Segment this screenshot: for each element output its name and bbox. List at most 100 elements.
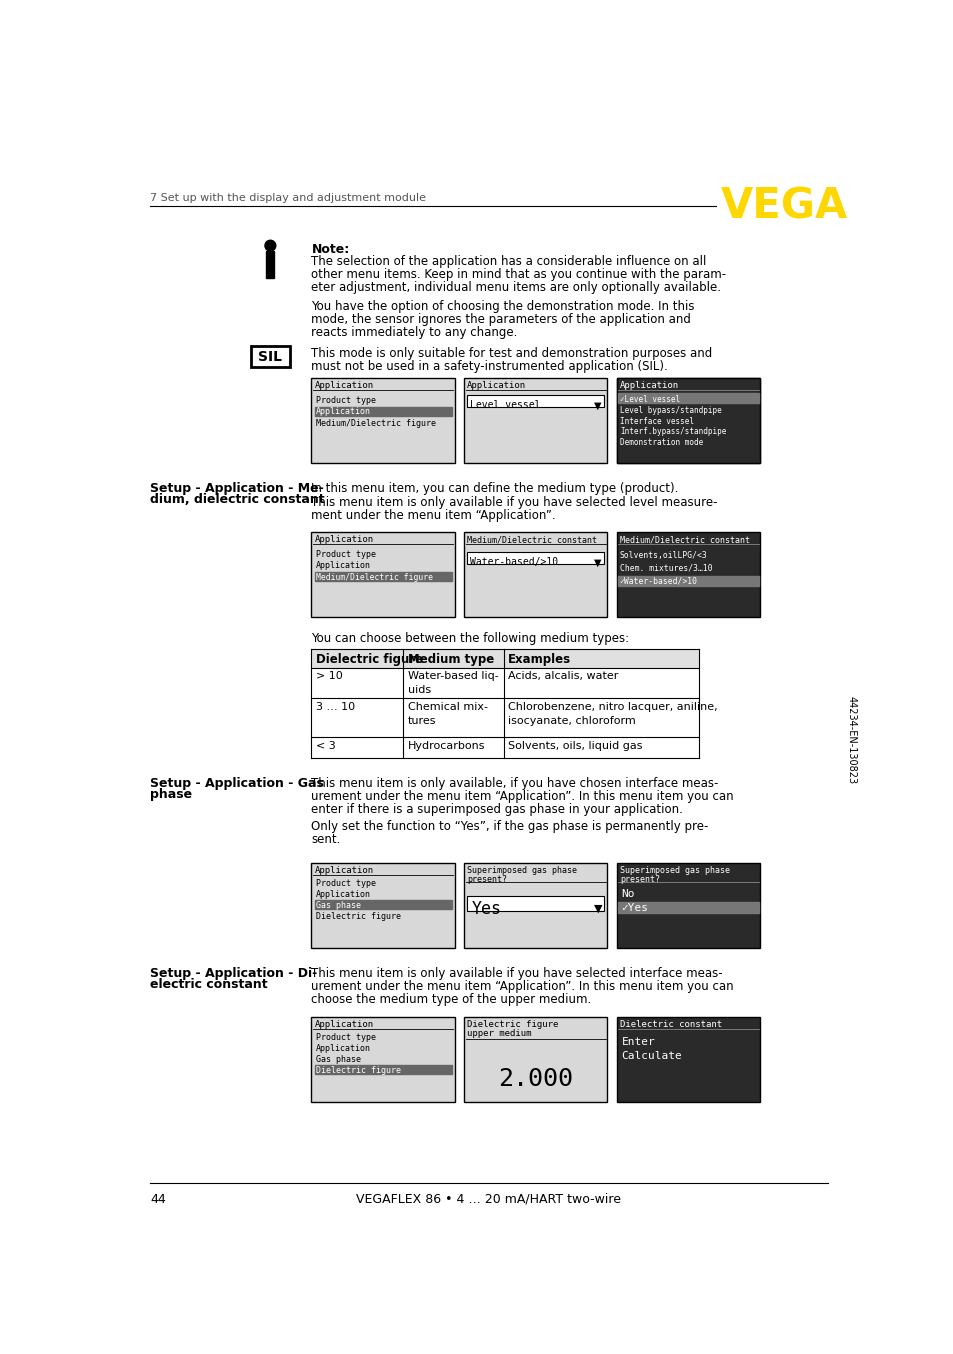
Text: You have the option of choosing the demonstration mode. In this: You have the option of choosing the demo… [311, 299, 694, 313]
Text: reacts immediately to any change.: reacts immediately to any change. [311, 326, 517, 338]
Text: present?: present? [619, 875, 659, 884]
Text: This menu item is only available if you have selected interface meas-: This menu item is only available if you … [311, 967, 722, 980]
Text: No: No [620, 890, 635, 899]
Text: Application: Application [315, 562, 371, 570]
Bar [464, 1017, 607, 1102]
Circle shape [265, 240, 275, 250]
Text: Calculate: Calculate [620, 1051, 681, 1062]
Text: This menu item is only available, if you have chosen interface meas-: This menu item is only available, if you… [311, 777, 718, 789]
Text: This mode is only suitable for test and demonstration purposes and: This mode is only suitable for test and … [311, 347, 712, 360]
Text: The selection of the application has a considerable influence on all: The selection of the application has a c… [311, 255, 706, 268]
Text: present?: present? [467, 875, 507, 884]
Text: Yes: Yes [472, 900, 501, 918]
Text: This menu item is only available if you have selected level measure-: This menu item is only available if you … [311, 496, 718, 509]
Text: Medium/Dielectric constant: Medium/Dielectric constant [619, 535, 749, 544]
Bar [251, 345, 290, 367]
Text: Level vessel: Level vessel [470, 399, 540, 410]
Text: Product type: Product type [315, 1033, 375, 1043]
Text: Water-based/>10: Water-based/>10 [470, 556, 558, 567]
Text: 44: 44 [150, 1193, 166, 1206]
Text: Application: Application [314, 867, 374, 875]
Text: Enter: Enter [620, 1037, 655, 1047]
Bar [311, 864, 455, 948]
Text: Interface vessel: Interface vessel [619, 417, 693, 425]
Text: Medium/Dielectric figure: Medium/Dielectric figure [315, 573, 433, 582]
Text: ✓Water-based/>10: ✓Water-based/>10 [619, 577, 698, 586]
Bar [464, 864, 607, 948]
Text: Gas phase: Gas phase [315, 1055, 361, 1064]
Bar [311, 1017, 455, 1102]
Text: enter if there is a superimposed gas phase in your application.: enter if there is a superimposed gas pha… [311, 803, 682, 816]
Text: Medium/Dielectric constant: Medium/Dielectric constant [467, 535, 597, 544]
Text: ✓Yes: ✓Yes [620, 903, 648, 913]
Text: Demonstration mode: Demonstration mode [619, 439, 702, 447]
Bar [617, 378, 760, 463]
Text: urement under the menu item “Application”. In this menu item you can: urement under the menu item “Application… [311, 789, 733, 803]
Bar [617, 378, 760, 463]
Text: ▼: ▼ [593, 558, 600, 569]
Bar [618, 903, 758, 913]
Text: Hydrocarbons: Hydrocarbons [407, 741, 484, 750]
Text: Water-based liq-
uids: Water-based liq- uids [407, 672, 497, 696]
Text: < 3: < 3 [315, 741, 335, 750]
Bar [314, 406, 452, 416]
Text: eter adjustment, individual menu items are only optionally available.: eter adjustment, individual menu items a… [311, 282, 720, 294]
Text: Application: Application [467, 382, 526, 390]
Bar [311, 378, 455, 463]
Text: 44234-EN-130823: 44234-EN-130823 [845, 696, 856, 784]
Text: Gas phase: Gas phase [315, 900, 361, 910]
Text: 3 … 10: 3 … 10 [315, 703, 355, 712]
Bar [464, 532, 607, 617]
Text: SIL: SIL [258, 349, 282, 363]
Text: Medium type: Medium type [407, 653, 494, 666]
Text: mode, the sensor ignores the parameters of the application and: mode, the sensor ignores the parameters … [311, 313, 691, 325]
Text: ▼: ▼ [593, 903, 601, 913]
Bar [618, 393, 758, 402]
Text: ment under the menu item “Application”.: ment under the menu item “Application”. [311, 509, 556, 523]
Text: Chemical mix-
tures: Chemical mix- tures [407, 703, 487, 726]
Text: Acids, alcalis, water: Acids, alcalis, water [508, 672, 618, 681]
Text: upper medium: upper medium [467, 1029, 531, 1039]
Bar [617, 532, 760, 617]
Text: Setup - Application - Di-: Setup - Application - Di- [150, 967, 317, 980]
Text: sent.: sent. [311, 833, 340, 846]
Text: Application: Application [619, 382, 679, 390]
Text: Application: Application [315, 408, 371, 416]
Text: Application: Application [314, 535, 374, 544]
Bar [314, 1064, 452, 1074]
Text: dium, dielectric constant: dium, dielectric constant [150, 493, 325, 506]
Text: other menu items. Keep in mind that as you continue with the param-: other menu items. Keep in mind that as y… [311, 268, 726, 282]
Text: Examples: Examples [508, 653, 571, 666]
Text: Dielectric figure: Dielectric figure [315, 911, 400, 921]
Text: Only set the function to “Yes”, if the gas phase is permanently pre-: Only set the function to “Yes”, if the g… [311, 821, 708, 833]
Text: Product type: Product type [315, 879, 375, 888]
Text: Chlorobenzene, nitro lacquer, aniline,
isocyanate, chloroform: Chlorobenzene, nitro lacquer, aniline, i… [508, 703, 718, 726]
Text: Application: Application [315, 890, 371, 899]
Text: Interf.bypass/standpipe: Interf.bypass/standpipe [619, 428, 725, 436]
Bar [467, 395, 604, 408]
Text: Solvents,oilLPG/<3: Solvents,oilLPG/<3 [619, 551, 707, 559]
Text: Medium/Dielectric figure: Medium/Dielectric figure [315, 418, 436, 428]
Text: Application: Application [315, 1044, 371, 1053]
Text: Solvents, oils, liquid gas: Solvents, oils, liquid gas [508, 741, 642, 750]
Text: Chem. mixtures/3…10: Chem. mixtures/3…10 [619, 563, 712, 573]
Text: Application: Application [314, 382, 374, 390]
Text: VEGAFLEX 86 • 4 … 20 mA/HART two-wire: VEGAFLEX 86 • 4 … 20 mA/HART two-wire [355, 1193, 620, 1206]
Bar [467, 895, 604, 911]
Text: choose the medium type of the upper medium.: choose the medium type of the upper medi… [311, 994, 591, 1006]
Text: In this menu item, you can define the medium type (product).: In this menu item, you can define the me… [311, 482, 679, 496]
Text: ✓Level vessel: ✓Level vessel [619, 395, 679, 403]
Text: phase: phase [150, 788, 193, 800]
Text: ▼: ▼ [593, 401, 600, 412]
Bar [314, 900, 452, 910]
Bar [467, 552, 604, 565]
Text: Setup - Application - Gas: Setup - Application - Gas [150, 777, 324, 789]
Text: Setup - Application - Me-: Setup - Application - Me- [150, 482, 324, 496]
Bar [617, 864, 760, 948]
Bar [618, 575, 758, 586]
Text: Superimposed gas phase: Superimposed gas phase [467, 867, 577, 875]
Text: 7 Set up with the display and adjustment module: 7 Set up with the display and adjustment… [150, 192, 426, 203]
Bar [311, 649, 699, 668]
Text: 2.000: 2.000 [497, 1067, 573, 1091]
Bar [464, 378, 607, 463]
